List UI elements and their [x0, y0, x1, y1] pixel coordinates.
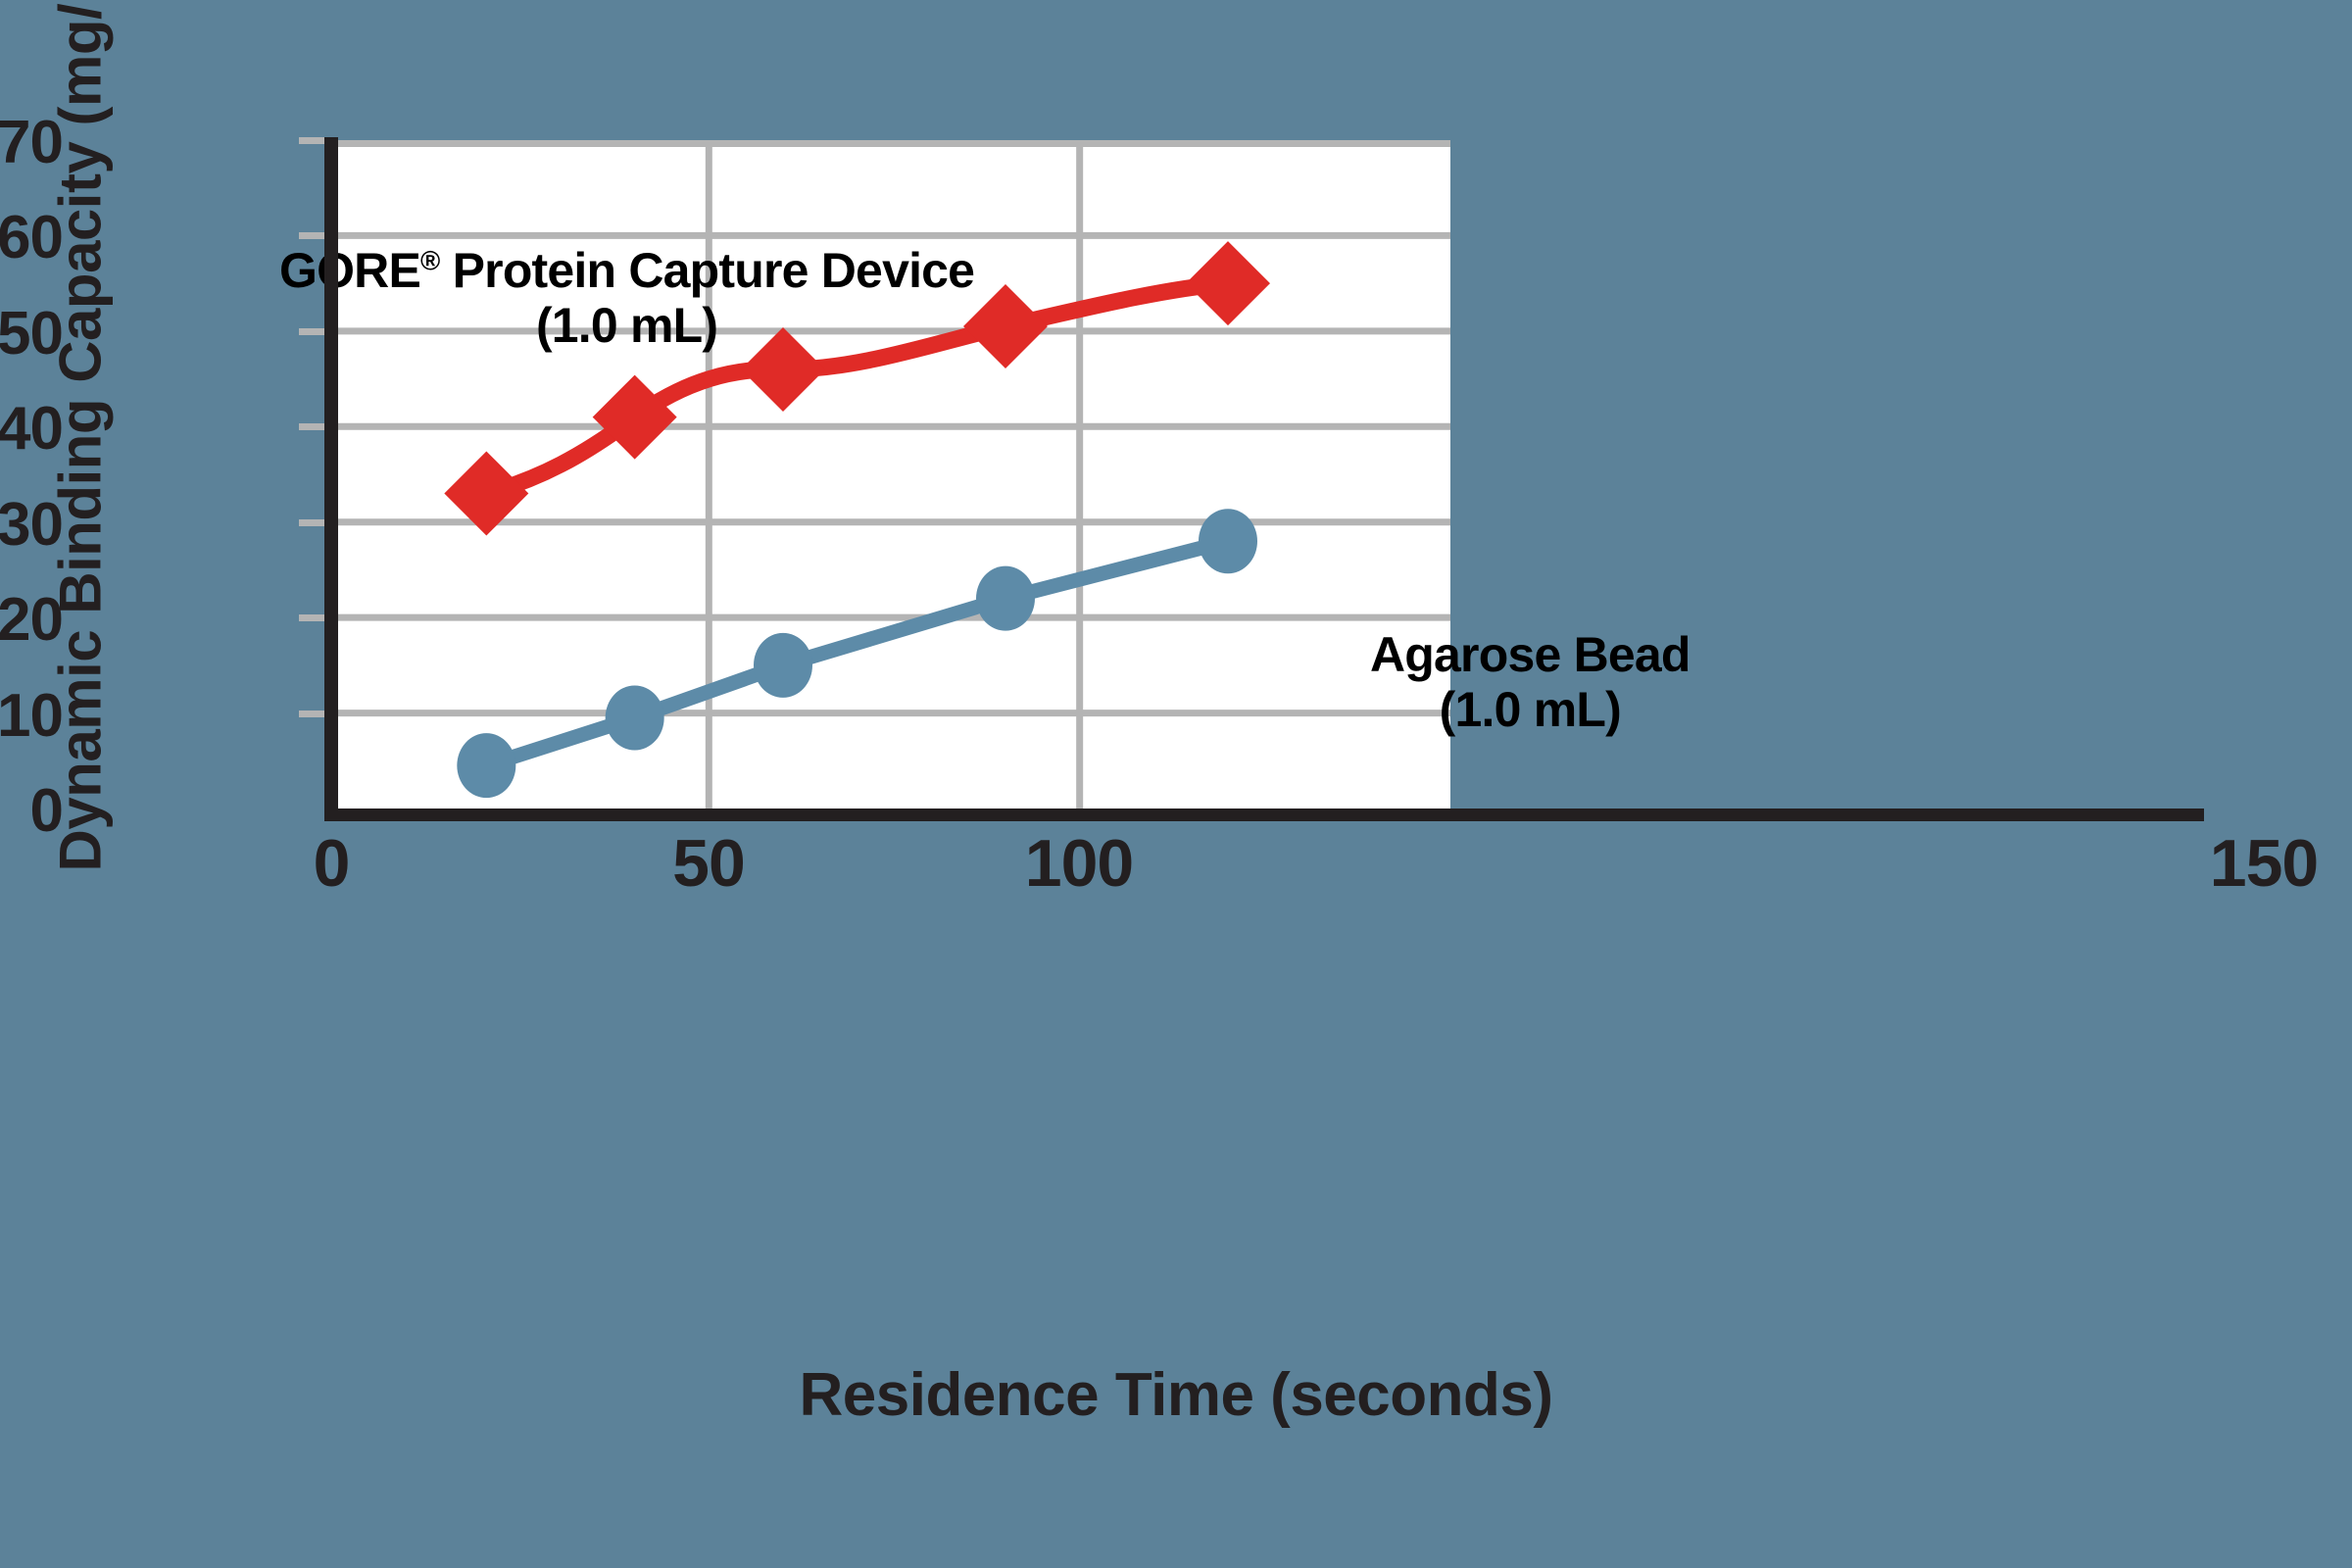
- y-tick-label-20: 20: [0, 586, 64, 654]
- y-tick-label-40: 40: [0, 395, 64, 463]
- data-point-marker: [1199, 509, 1257, 574]
- data-point-marker: [592, 374, 677, 460]
- data-point-marker: [457, 733, 516, 799]
- plot-svg: [338, 140, 1450, 808]
- annotation-agarose-bead: Agarose Bead (1.0 mL): [1370, 627, 1690, 737]
- y-tick-mark-60: [299, 232, 324, 239]
- y-tick-label-10: 10: [0, 682, 64, 750]
- x-tick-label-0: 0: [313, 826, 351, 901]
- series-gore-protein-capture-device: [444, 241, 1270, 536]
- vertical-gridlines: [705, 140, 1084, 808]
- horizontal-gridlines: [338, 140, 1450, 717]
- y-axis-title: Dynamic Binding Capacity (mg/mL): [47, 0, 114, 872]
- registered-trademark-icon: ®: [420, 245, 440, 276]
- series-agarose-bead-line: [478, 533, 1236, 773]
- annotation-gore-line2: (1.0 mL): [535, 298, 718, 353]
- y-tick-label-70: 70: [0, 109, 64, 176]
- y-tick-mark-20: [299, 614, 324, 621]
- annotation-gore-line1: GORE® Protein Capture Device: [279, 243, 975, 298]
- data-point-marker: [1186, 241, 1270, 326]
- data-point-marker: [444, 451, 529, 536]
- data-point-marker: [741, 326, 825, 412]
- y-tick-mark-10: [299, 710, 324, 717]
- x-axis-spine: [324, 808, 2204, 821]
- data-point-marker: [963, 284, 1048, 369]
- y-tick-mark-50: [299, 328, 324, 335]
- data-point-marker: [605, 685, 664, 751]
- series-agarose-bead: [457, 509, 1257, 799]
- y-tick-label-60: 60: [0, 204, 64, 271]
- plot-area: GORE® Protein Capture Device (1.0 mL) Ag…: [279, 140, 1690, 808]
- annotation-agarose-line2: (1.0 mL): [1439, 682, 1622, 737]
- x-tick-label-50: 50: [672, 826, 746, 901]
- annotation-gore-protein-capture-device: GORE® Protein Capture Device (1.0 mL): [279, 243, 975, 353]
- x-tick-label-100: 100: [1024, 826, 1134, 901]
- y-tick-label-50: 50: [0, 300, 64, 368]
- y-tick-mark-40: [299, 423, 324, 430]
- annotation-agarose-line1: Agarose Bead: [1370, 627, 1690, 682]
- x-tick-label-150: 150: [2209, 826, 2319, 901]
- y-tick-label-0: 0: [29, 777, 64, 845]
- y-axis-spine: [324, 137, 338, 815]
- data-point-marker: [754, 632, 812, 698]
- x-axis-title: Residence Time (seconds): [799, 1361, 1553, 1429]
- y-tick-label-30: 30: [0, 491, 64, 559]
- y-tick-mark-30: [299, 519, 324, 526]
- y-tick-mark-70: [299, 137, 324, 144]
- data-point-marker: [976, 565, 1035, 631]
